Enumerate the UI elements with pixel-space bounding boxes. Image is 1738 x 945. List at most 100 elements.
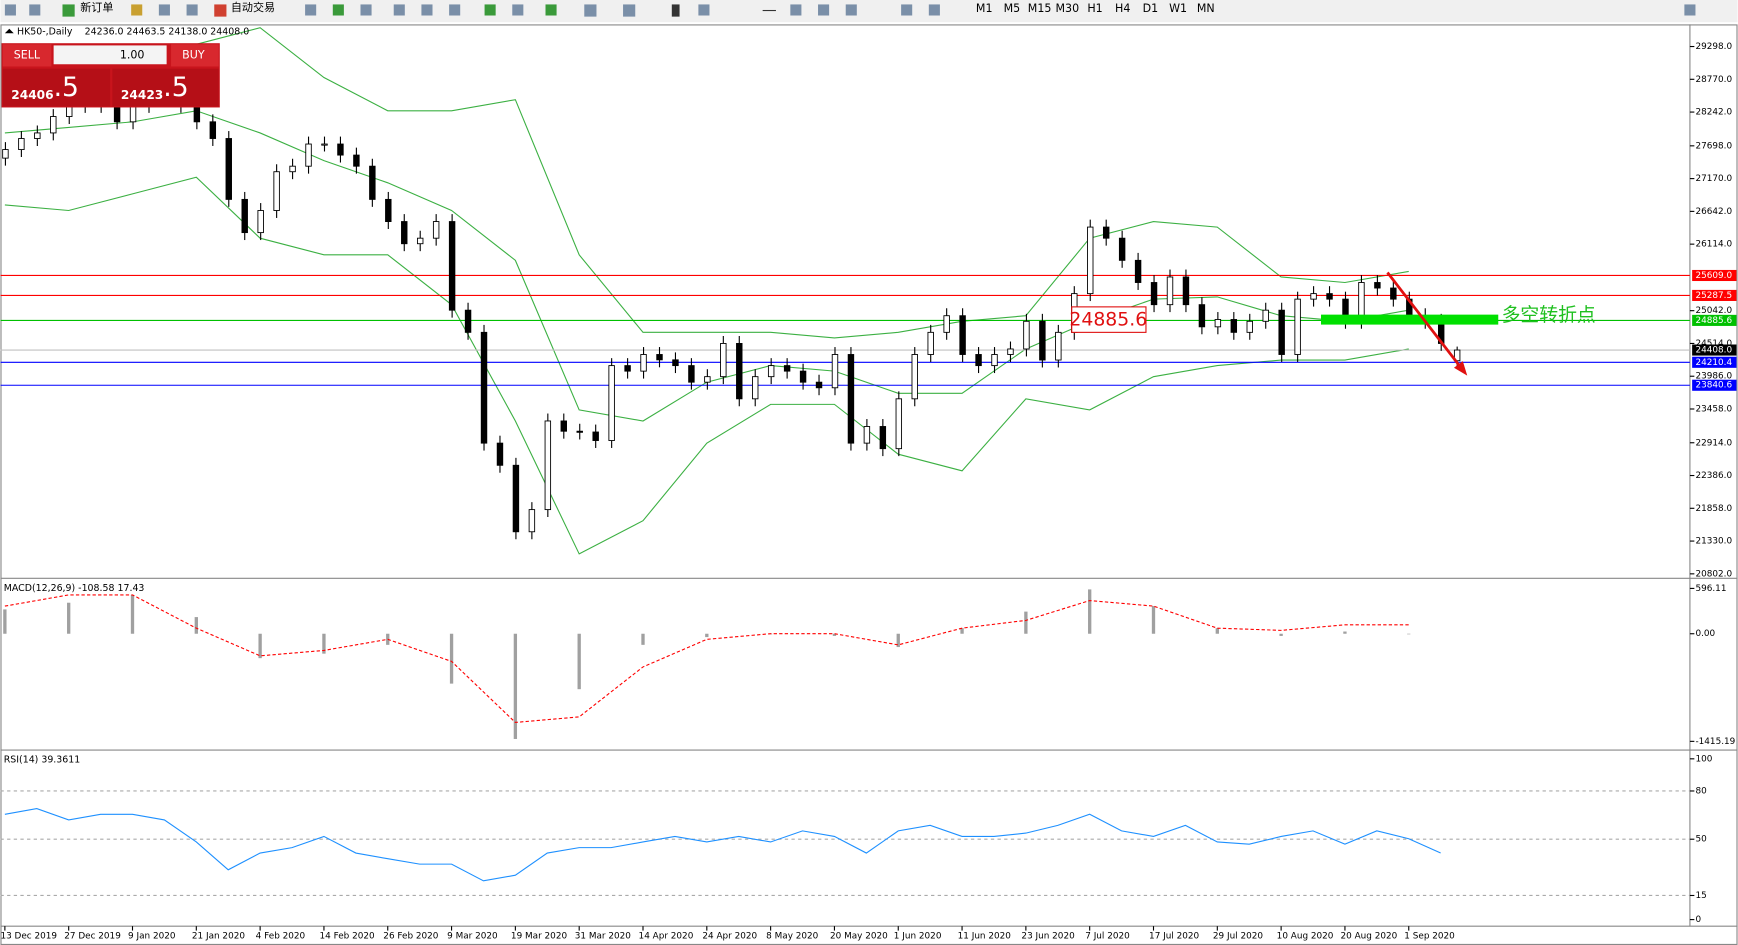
icon[interactable]: [623, 4, 636, 17]
price-level-tag: [1692, 269, 1737, 282]
x-tick-label: 4 Feb 2020: [256, 932, 306, 942]
toolbar: [0, 0, 1738, 23]
lots-box[interactable]: [53, 45, 167, 65]
candle-body: [560, 420, 567, 432]
candle-body: [847, 354, 855, 444]
candle-body: [879, 426, 887, 450]
icon[interactable]: [62, 4, 75, 17]
y-tick-label: 596.11: [1695, 584, 1726, 594]
x-tick-label: 27 Dec 2019: [64, 932, 121, 942]
icon[interactable]: [305, 4, 317, 16]
icon[interactable]: [790, 4, 802, 16]
y-tick-label: 23986.0: [1695, 372, 1732, 382]
timeframe-button[interactable]: H4: [1115, 2, 1130, 15]
candle-body: [1326, 293, 1333, 300]
icon[interactable]: [671, 4, 680, 17]
y-tick-label: 28242.0: [1695, 108, 1732, 118]
icon[interactable]: [393, 4, 405, 16]
candle-body: [911, 354, 918, 400]
sell-button[interactable]: [2, 44, 52, 67]
annotation-box: [1071, 306, 1147, 333]
icon[interactable]: [512, 4, 524, 16]
y-tick-label: 26114.0: [1695, 240, 1732, 250]
sell-price-frac: .5: [54, 72, 79, 103]
icon[interactable]: [4, 4, 16, 16]
candle-body: [1374, 282, 1381, 289]
sell-label[interactable]: SELL: [14, 48, 41, 61]
toolbar-button[interactable]: 新订单: [80, 0, 113, 14]
timeframe-button[interactable]: M30: [1055, 2, 1079, 15]
toolbar-button[interactable]: 自动交易: [231, 0, 275, 14]
buy-button[interactable]: [171, 44, 219, 67]
timeframe-button[interactable]: M15: [1028, 2, 1052, 15]
candle-body: [608, 365, 615, 441]
icon[interactable]: [818, 4, 830, 16]
candle-body: [736, 343, 743, 400]
icon[interactable]: [928, 4, 940, 16]
macd-bar: [1279, 633, 1283, 636]
y-tick-label: 26642.0: [1695, 207, 1732, 217]
timeframe-button[interactable]: M1: [976, 2, 993, 15]
candle-body: [1278, 309, 1285, 355]
lots[interactable]: 1.00: [120, 48, 145, 61]
candle-body: [688, 365, 695, 383]
x-tick-label: 17 Jul 2020: [1149, 932, 1200, 942]
x-tick-label: 1 Jun 2020: [894, 932, 942, 942]
icon[interactable]: [698, 4, 710, 16]
candle-body: [752, 376, 759, 400]
icon[interactable]: [214, 4, 227, 17]
macd-bar: [705, 633, 709, 638]
candle-body: [1294, 298, 1301, 355]
macd-bar: [960, 628, 964, 634]
y-tick-label: 22386.0: [1695, 471, 1732, 481]
icon[interactable]: [449, 4, 461, 16]
candle-body: [975, 354, 982, 367]
candle-body: [448, 221, 456, 311]
x-tick-label: 29 Jul 2020: [1213, 932, 1264, 942]
icon[interactable]: [29, 4, 41, 16]
icon[interactable]: [484, 4, 496, 16]
toolbar-icons: [4, 4, 1696, 17]
bollinger-lower: [4, 176, 1409, 555]
icon[interactable]: [845, 4, 857, 16]
icon[interactable]: [360, 4, 372, 16]
candle-body: [576, 430, 583, 433]
x-tick-label: 20 May 2020: [830, 932, 888, 942]
main-plot: [0, 27, 1690, 555]
macd-signal: [4, 594, 1409, 724]
timeframe-button[interactable]: H1: [1087, 2, 1102, 15]
price-level-tag: [1692, 289, 1737, 301]
candle-body: [863, 426, 871, 444]
candle-body: [385, 198, 392, 222]
icon[interactable]: [421, 4, 433, 16]
timeframe-button[interactable]: W1: [1169, 2, 1187, 15]
icon[interactable]: [584, 4, 597, 17]
macd-bar: [641, 633, 645, 645]
icon[interactable]: [1684, 4, 1696, 16]
candle-body: [369, 165, 376, 200]
icon[interactable]: [131, 4, 143, 16]
candle-body: [113, 104, 121, 123]
icon[interactable]: [158, 4, 170, 16]
buy-price-box[interactable]: [112, 68, 219, 107]
timeframe-button[interactable]: M5: [1004, 2, 1021, 15]
icon[interactable]: [762, 9, 776, 12]
macd-bar: [194, 617, 198, 634]
candle-body: [815, 381, 823, 389]
icon[interactable]: [186, 4, 198, 16]
candle-body: [1198, 304, 1206, 328]
candle-body: [401, 221, 408, 245]
timeframe-button[interactable]: MN: [1197, 2, 1215, 15]
icon[interactable]: [545, 4, 557, 16]
sell-price-box[interactable]: [2, 68, 111, 107]
price-level-tag: [1692, 356, 1737, 368]
buy-label[interactable]: BUY: [182, 48, 205, 61]
icon[interactable]: [901, 4, 913, 16]
icon[interactable]: [332, 4, 344, 16]
x-tick-label: 19 Mar 2020: [511, 932, 568, 942]
timeframe-button[interactable]: D1: [1143, 2, 1159, 15]
macd-bar: [832, 633, 837, 636]
